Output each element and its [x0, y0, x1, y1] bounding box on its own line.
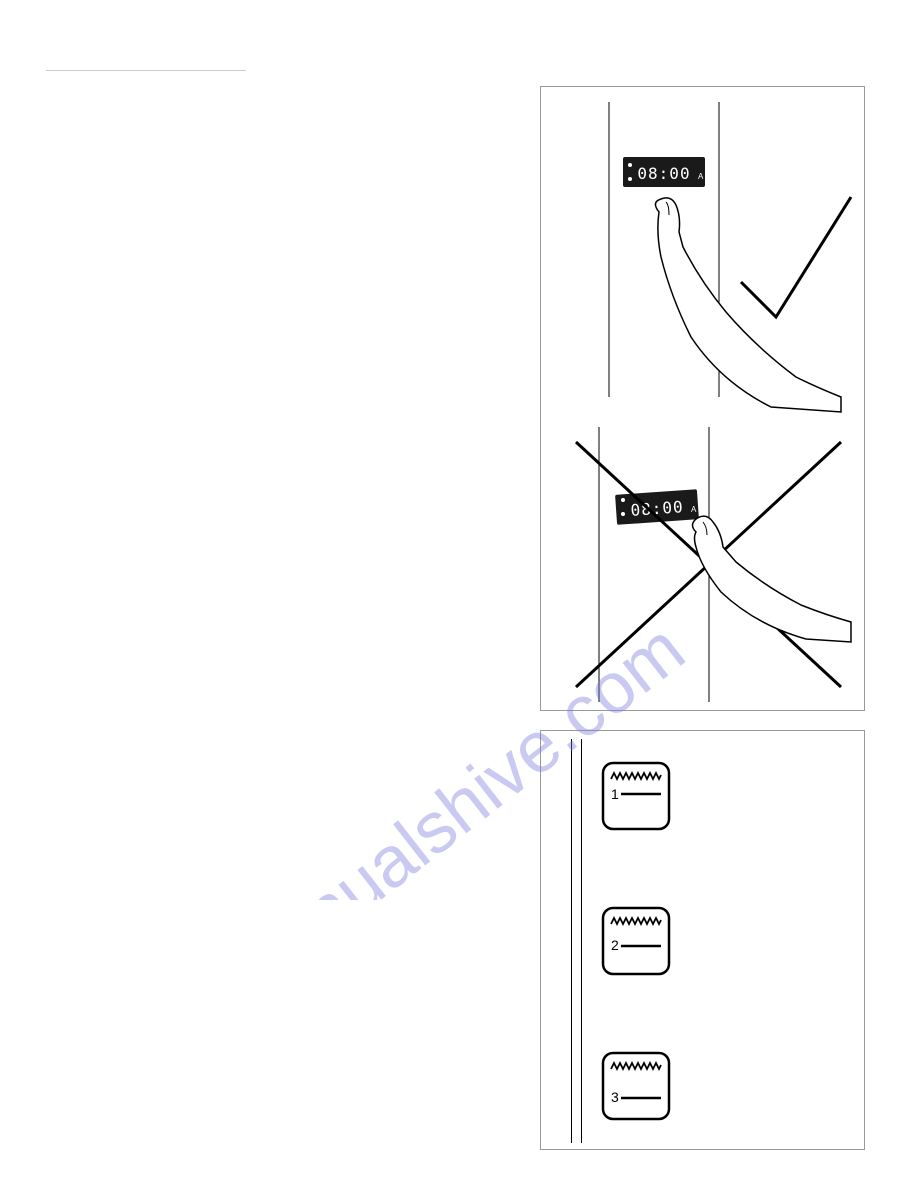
shelf-position-3-icon: 3: [601, 1051, 671, 1121]
svg-text:A: A: [698, 172, 704, 181]
shelf-position-2-icon: 2: [601, 906, 671, 976]
svg-text:A: A: [691, 505, 697, 514]
shelf-label: 1: [611, 786, 619, 802]
figure-shelf-positions: 1 2 3: [540, 730, 865, 1150]
display-value-top: 08:00: [637, 164, 690, 183]
header-divider: [46, 70, 246, 71]
cabinet-edge-inner: [581, 739, 582, 1143]
shelf-label: 3: [611, 1089, 619, 1105]
shelf-position-1-icon: 1: [601, 761, 671, 831]
figure-usage-correct-incorrect: 08:00 A 08:00 A: [540, 86, 865, 711]
cabinet-edge-left: [571, 739, 572, 1143]
shelf-label: 2: [611, 937, 619, 953]
